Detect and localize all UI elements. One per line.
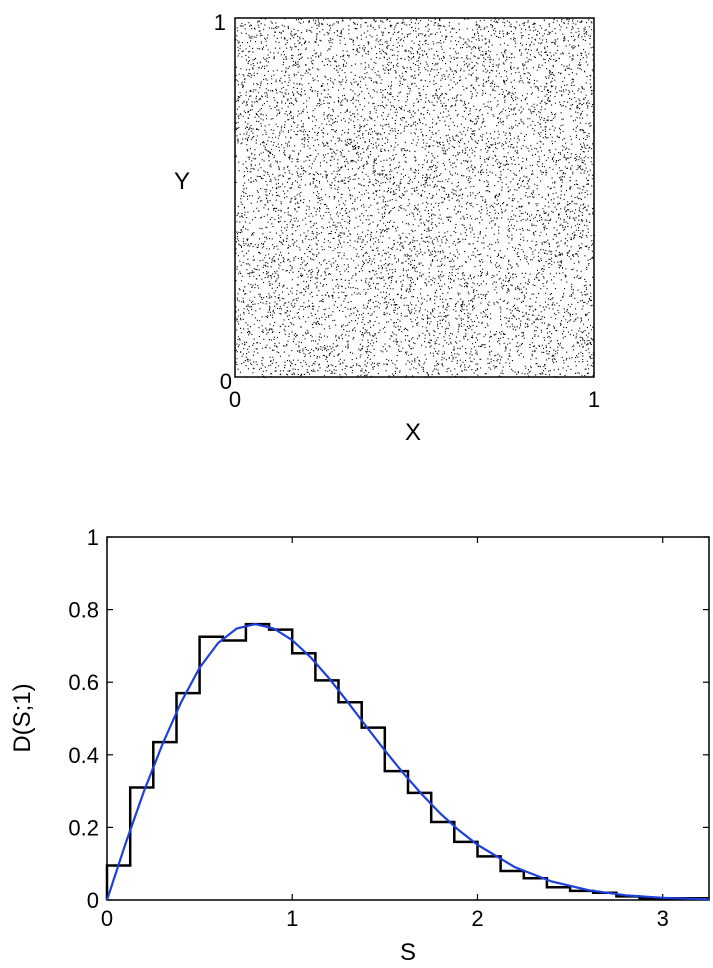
histogram-series: [105, 622, 709, 900]
y-tick-label: 0.6: [68, 670, 99, 695]
distribution-chart: 0 1 2 3 0 0.2 0.4 0.6 0.8 1 S D(S;1): [9, 525, 710, 966]
x-tick-label: 0: [101, 906, 113, 931]
distribution-plot-frame: [106, 536, 710, 901]
y-tick-label: 1: [87, 525, 99, 550]
x-tick-label: 2: [471, 906, 483, 931]
y-tick-label: 0.2: [68, 815, 99, 840]
scatter-x-axis-label: X: [405, 419, 421, 446]
scatter-y-tick-top: 1: [214, 10, 226, 35]
distribution-x-axis-label: S: [400, 939, 416, 966]
y-tick-label: 0.4: [68, 743, 99, 768]
scatter-y-tick-bottom: 0: [220, 369, 232, 394]
distribution-y-axis-label: D(S;1): [9, 683, 36, 752]
y-tick-label: 0.8: [68, 598, 99, 623]
distribution-tick-labels: 0 1 2 3 0 0.2 0.4 0.6 0.8 1: [68, 525, 668, 931]
x-tick-label: 3: [657, 906, 669, 931]
scatter-y-axis-label: Y: [174, 168, 190, 195]
y-tick-label: 0: [87, 888, 99, 913]
scatter-chart: 1 0 0 1 X Y: [174, 10, 600, 446]
scatter-plot-frame: [234, 17, 595, 378]
scatter-x-tick-left: 0: [229, 387, 241, 412]
fitted-curve-series: [105, 622, 710, 901]
x-tick-label: 1: [286, 906, 298, 931]
scatter-x-tick-right: 1: [588, 387, 600, 412]
